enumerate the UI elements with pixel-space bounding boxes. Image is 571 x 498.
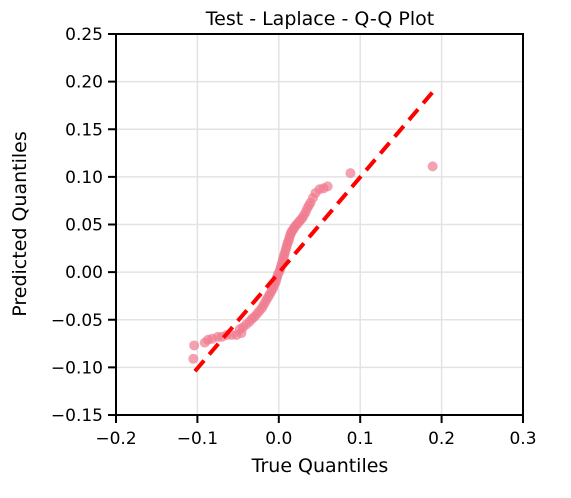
y-tick-label: 0.00 [65, 263, 103, 283]
x-tick-label: 0.2 [428, 429, 455, 449]
x-tick-label: −0.2 [95, 429, 136, 449]
data-point [188, 353, 199, 364]
grid-lines [115, 33, 524, 416]
x-tick-label: 0.1 [347, 429, 374, 449]
y-tick-label: 0.10 [65, 168, 103, 188]
data-point [427, 161, 438, 172]
data-point [345, 168, 356, 179]
data-points [188, 161, 438, 364]
y-tick-label: −0.05 [51, 311, 103, 331]
y-axis-title: Predicted Quantiles [9, 131, 31, 317]
x-tick-label: −0.1 [177, 429, 218, 449]
data-point [322, 181, 333, 192]
y-tick-label: 0.25 [65, 25, 103, 45]
y-axis-ticks: −0.15 −0.10 −0.05 0.00 0.05 0.10 0.15 0.20 0.25 [51, 25, 116, 426]
y-tick-label: 0.15 [65, 120, 103, 140]
data-point [189, 340, 200, 351]
x-axis-ticks: −0.2 −0.1 0.0 0.1 0.2 0.3 [95, 415, 537, 449]
y-tick-label: −0.10 [51, 358, 103, 378]
x-axis-title: True Quantiles [251, 455, 389, 477]
y-tick-label: 0.20 [65, 73, 103, 93]
chart-title: Test - Laplace - Q-Q Plot [205, 8, 434, 30]
reference-line [193, 89, 435, 373]
y-tick-label: −0.15 [51, 406, 103, 426]
y-tick-label: 0.05 [65, 216, 103, 236]
x-tick-label: 0.3 [509, 429, 536, 449]
x-tick-label: 0.0 [265, 429, 292, 449]
